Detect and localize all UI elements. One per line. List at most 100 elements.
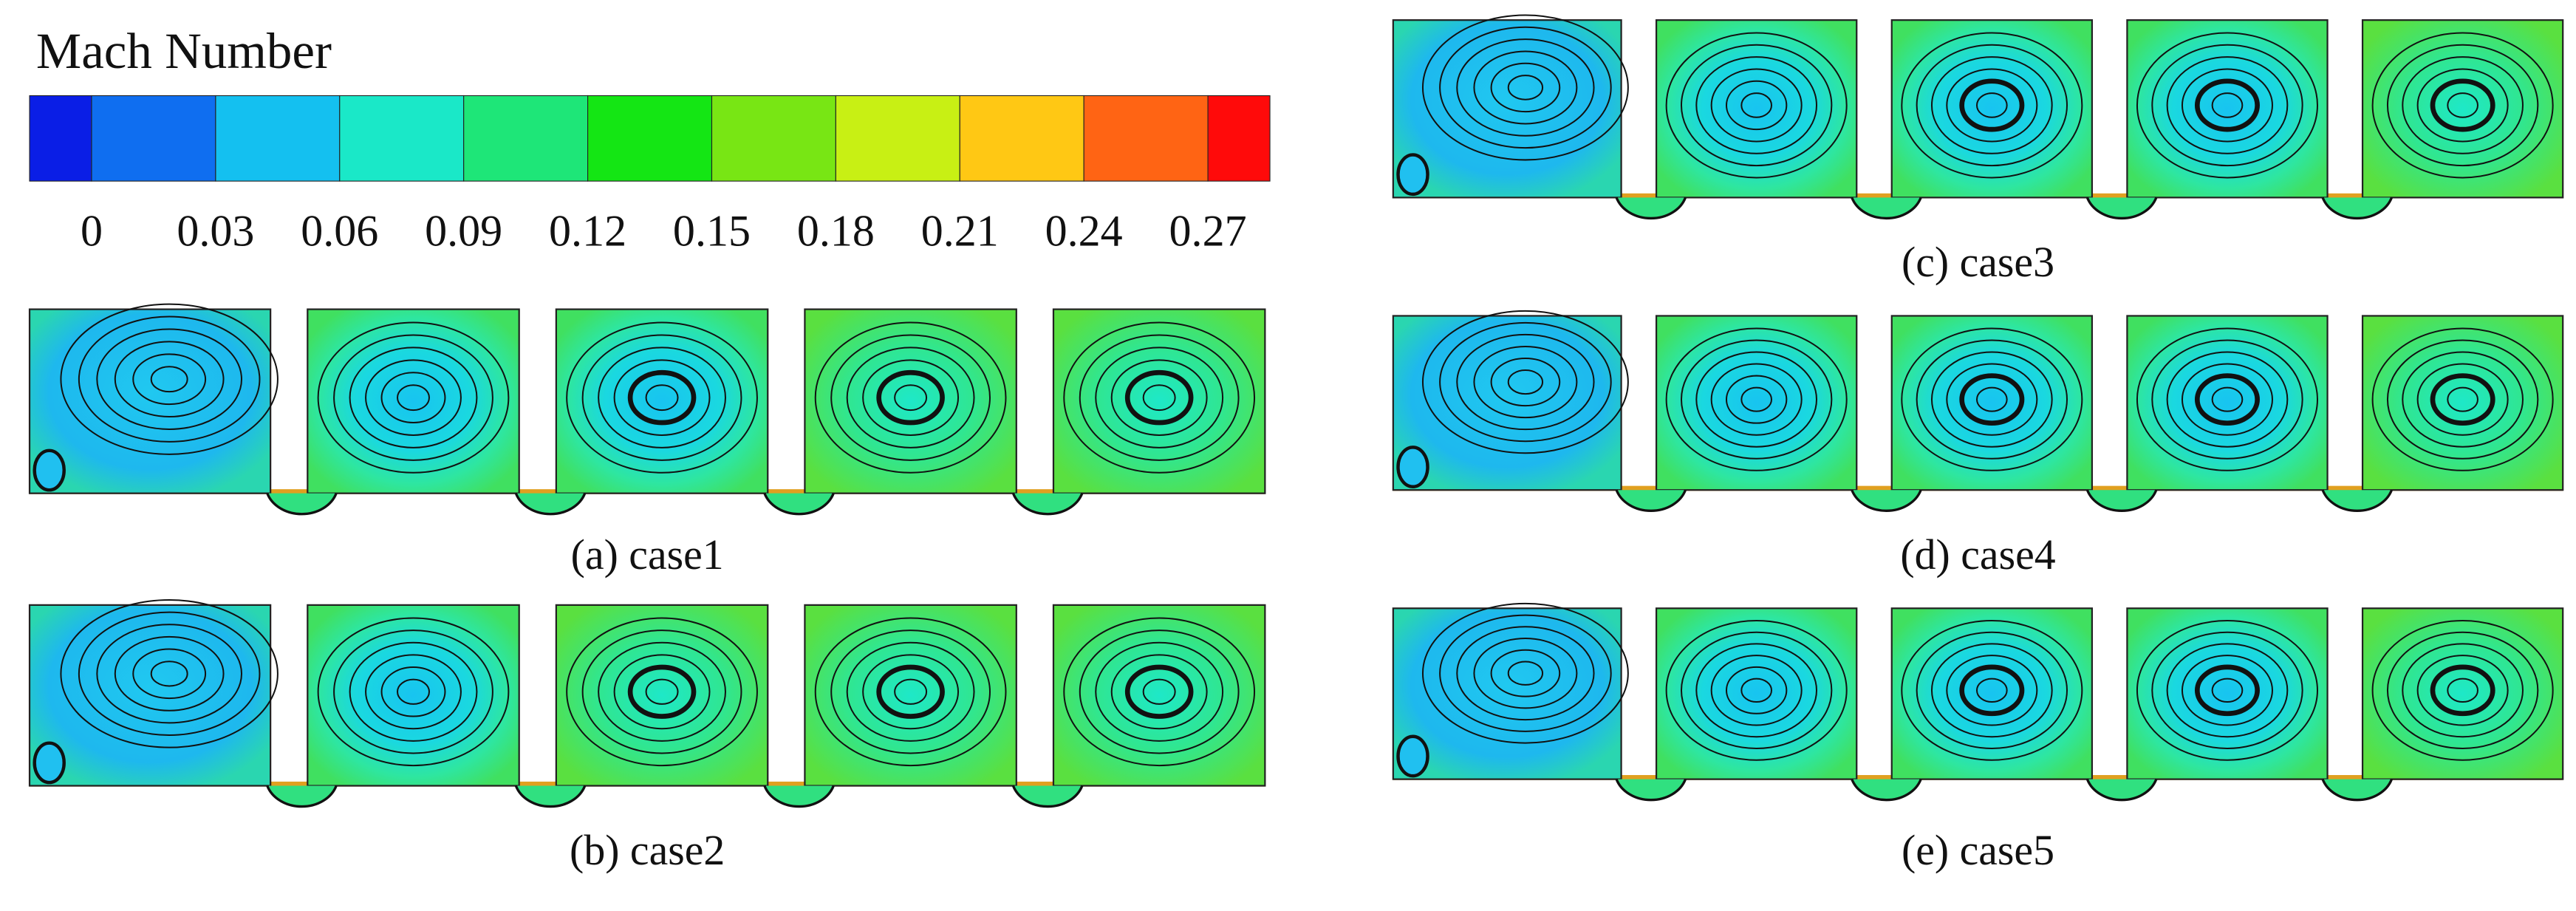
cavity [1655, 19, 1858, 199]
streamline [1490, 62, 1561, 113]
streamline [380, 666, 446, 717]
streamline [150, 661, 188, 687]
corner-vortex [1396, 153, 1429, 197]
streamline [1916, 339, 2068, 460]
streamline [2447, 92, 2478, 118]
streamline [1079, 629, 1240, 754]
panel-caption: (b) case2 [570, 826, 725, 874]
streamline [2181, 363, 2273, 436]
streamline [1901, 32, 2083, 179]
streamline [1456, 38, 1595, 137]
streamline [333, 629, 493, 754]
streamline [814, 321, 1007, 474]
bump [1615, 489, 1687, 512]
bump [1615, 778, 1687, 802]
cavity [1052, 604, 1266, 787]
streamline [1665, 619, 1848, 761]
streamline [2194, 78, 2260, 132]
streamline [1740, 386, 1773, 412]
streamline [1975, 386, 2008, 412]
streamline [380, 372, 446, 424]
cavity [2361, 607, 2564, 780]
streamline [1930, 351, 2053, 448]
colorbar-tick-label: 0 [81, 205, 103, 255]
streamline [830, 334, 991, 461]
cavity [1655, 315, 1858, 491]
streamline [1421, 602, 1629, 744]
streamline [846, 347, 975, 448]
colorbar-segment [1207, 95, 1271, 182]
bump [2321, 489, 2394, 512]
streamline [1456, 333, 1595, 431]
streamline [862, 654, 960, 730]
streamline [78, 611, 261, 737]
streamline [1975, 678, 2008, 703]
streamline [1439, 26, 1612, 149]
bump [266, 493, 338, 516]
streamline [894, 678, 928, 705]
streamline [581, 629, 742, 754]
colorbar-segment [215, 95, 341, 182]
bump [2085, 489, 2158, 512]
cavity [28, 604, 272, 787]
streamline [1740, 678, 1773, 703]
streamline [2402, 643, 2524, 738]
streamline [1507, 369, 1544, 395]
streamline [60, 599, 279, 748]
streamline [317, 321, 510, 474]
bump [1011, 493, 1084, 516]
bump [2085, 778, 2158, 802]
streamline [2151, 631, 2303, 749]
streamline [1507, 661, 1544, 686]
streamline [1473, 638, 1578, 709]
colorbar-segment [959, 95, 1084, 182]
colorbar-segment [463, 95, 589, 182]
streamline [2211, 92, 2244, 118]
streamline [2151, 339, 2303, 460]
streamline [2166, 56, 2289, 154]
bump [514, 785, 587, 808]
streamline [1095, 347, 1224, 448]
streamline [1507, 75, 1544, 100]
streamline [566, 321, 758, 474]
streamline [150, 366, 188, 393]
cavity [1890, 607, 2094, 780]
streamline [2416, 68, 2509, 143]
streamline [862, 359, 960, 436]
streamline [2402, 56, 2524, 154]
streamline [317, 617, 510, 767]
cavity [2361, 315, 2564, 491]
cavity [1890, 315, 2094, 491]
panels: (a) case1 (b) case2 (c) case3 (d) case4 (e) … [28, 14, 2564, 874]
streamline [1439, 614, 1612, 732]
streamline [1110, 654, 1208, 730]
streamline [1421, 14, 1629, 161]
streamline [1063, 321, 1256, 474]
cavity [555, 308, 769, 494]
streamline [1456, 626, 1595, 721]
corner-vortex [1396, 446, 1429, 488]
colorbar-segment [711, 95, 836, 182]
streamline [1490, 357, 1561, 407]
colorbar-tick-label: 0.18 [797, 205, 875, 255]
streamline [1725, 80, 1788, 131]
panel-caption: (d) case4 [1900, 530, 2055, 579]
cavity [1655, 607, 1858, 780]
streamline [1142, 678, 1176, 705]
streamline [627, 369, 697, 426]
streamline [2416, 363, 2509, 436]
streamline [365, 359, 462, 436]
streamline [1725, 666, 1788, 714]
cavity [28, 308, 272, 494]
streamline [1124, 369, 1194, 426]
streamline [645, 678, 679, 705]
colorbar-segment [835, 95, 960, 182]
bump [266, 785, 338, 808]
cavity [2126, 607, 2329, 780]
streamline [2211, 678, 2244, 703]
streamline [96, 328, 243, 430]
streamline [1959, 664, 2025, 717]
cavity [307, 604, 520, 787]
bump [1851, 778, 1922, 802]
streamline [1725, 375, 1788, 424]
